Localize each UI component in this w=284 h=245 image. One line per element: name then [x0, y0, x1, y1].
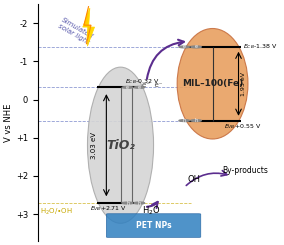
- Text: MIL–100(Fe): MIL–100(Fe): [182, 79, 243, 88]
- Circle shape: [134, 86, 145, 88]
- Circle shape: [122, 86, 133, 88]
- Text: e: e: [183, 44, 186, 49]
- Circle shape: [134, 202, 145, 204]
- Text: $E_{CB}$-0.32 V: $E_{CB}$-0.32 V: [125, 77, 160, 86]
- Circle shape: [122, 202, 133, 204]
- Text: 3.03 eV: 3.03 eV: [91, 132, 97, 159]
- Text: $E_{CB}$-1.38 V: $E_{CB}$-1.38 V: [243, 42, 278, 51]
- Text: h: h: [126, 201, 129, 206]
- Polygon shape: [84, 6, 91, 44]
- Text: h: h: [138, 201, 141, 206]
- Ellipse shape: [87, 67, 154, 223]
- Circle shape: [191, 120, 201, 122]
- Circle shape: [191, 46, 201, 48]
- Text: e: e: [138, 85, 141, 90]
- Text: h: h: [183, 118, 186, 123]
- Text: $E_{VB}$+2.71 V: $E_{VB}$+2.71 V: [90, 204, 127, 213]
- Text: e: e: [195, 44, 198, 49]
- Polygon shape: [83, 8, 95, 46]
- Text: By-products: By-products: [223, 166, 269, 175]
- Text: e⁻  e⁻: e⁻ e⁻: [142, 83, 162, 88]
- Circle shape: [179, 120, 189, 122]
- Text: H$_2$O: H$_2$O: [142, 204, 160, 217]
- Ellipse shape: [177, 28, 248, 139]
- Circle shape: [179, 46, 189, 48]
- Text: h: h: [195, 118, 198, 123]
- Text: H$_2$O/$\bullet$OH: H$_2$O/$\bullet$OH: [40, 207, 73, 218]
- Text: 1.93 eV: 1.93 eV: [241, 72, 246, 96]
- Text: PET NPs: PET NPs: [136, 221, 171, 230]
- Text: TiO₂: TiO₂: [106, 139, 135, 152]
- FancyBboxPatch shape: [106, 214, 201, 237]
- Text: Simulated
solar light: Simulated solar light: [57, 16, 94, 46]
- Text: e: e: [126, 85, 129, 90]
- Text: OH: OH: [187, 175, 200, 184]
- Y-axis label: V vs NHE: V vs NHE: [4, 103, 13, 142]
- Text: $E_{VB}$+0.55 V: $E_{VB}$+0.55 V: [224, 122, 262, 131]
